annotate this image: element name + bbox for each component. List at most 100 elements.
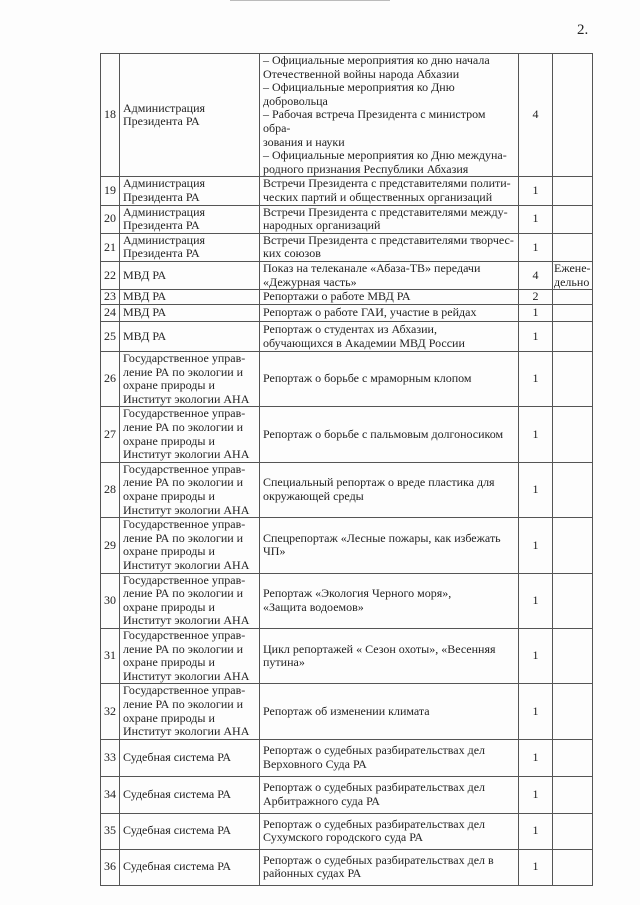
description-cell: Репортаж «Экология Черного моря», «Защит… <box>259 572 519 629</box>
row-number: 35 <box>100 812 120 850</box>
count-cell: 1 <box>518 232 553 262</box>
table-row: 36 Судебная система РА Репортаж о судебных… <box>100 848 593 886</box>
description-cell: Встречи Президента с представителями пол… <box>259 176 519 206</box>
organization-cell: Судебная система РА <box>119 848 260 886</box>
description-cell: Встречи Президента с представителями тво… <box>259 232 519 262</box>
table-row: 25 МВД РА Репортаж о студентах из Абхазии,… <box>100 321 593 353</box>
description-cell: Цикл репортажей « Сезон охоты», «Весення… <box>259 627 519 685</box>
period-cell <box>552 627 593 685</box>
organization-cell: Администрация Президента РА <box>119 232 260 262</box>
count-cell: 1 <box>518 406 553 463</box>
schedule-table: 18 Администрация Президента РА – Официальн… <box>100 52 593 886</box>
organization-cell: Государственное управ- ление РА по эколо… <box>119 683 260 740</box>
table-row: 19 Администрация Президента РА Встречи Пре… <box>100 176 593 206</box>
table-row: 26 Государственное управ- ление РА по эко… <box>100 351 593 408</box>
organization-cell: Администрация Президента РА <box>119 204 260 234</box>
table-row: 35 Судебная система РА Репортаж о судебных… <box>100 812 593 850</box>
period-cell <box>552 176 593 206</box>
description-cell: Репортаж о судебных разбирательствах дел… <box>259 775 519 814</box>
table-row: 23 МВД РА Репортажи о работе МВД РА 2 <box>100 289 593 306</box>
period-cell <box>552 517 593 574</box>
period-cell <box>552 52 593 178</box>
row-number: 34 <box>100 775 120 814</box>
row-number: 24 <box>100 304 120 323</box>
row-number: 32 <box>100 683 120 740</box>
table-row: 18 Администрация Президента РА – Официальн… <box>100 52 593 178</box>
table-row: 21 Администрация Президента РА Встречи Пре… <box>100 232 593 262</box>
table-row: 24 МВД РА Репортаж о работе ГАИ, участие в… <box>100 304 593 323</box>
period-cell <box>552 289 593 306</box>
row-number: 28 <box>100 461 120 519</box>
description-cell: Репортаж о борьбе с пальмовым долгоносик… <box>259 406 519 463</box>
organization-cell: Государственное управ- ление РА по эколо… <box>119 351 260 408</box>
organization-cell: Администрация Президента РА <box>119 52 260 178</box>
description-cell: Встречи Президента с представителями меж… <box>259 204 519 234</box>
count-cell: 1 <box>518 572 553 629</box>
description-cell: Репортаж о борьбе с мраморным клопом <box>259 351 519 408</box>
count-cell: 1 <box>518 683 553 740</box>
description-cell: Спецрепортаж «Лесные пожары, как избежат… <box>259 517 519 574</box>
table-row: 20 Администрация Президента РА Встречи Пре… <box>100 204 593 234</box>
organization-cell: МВД РА <box>119 321 260 353</box>
organization-cell: МВД РА <box>119 304 260 323</box>
table-row: 31 Государственное управ- ление РА по эко… <box>100 627 593 685</box>
description-cell: Специальный репортаж о вреде пластика дл… <box>259 461 519 519</box>
organization-cell: Государственное управ- ление РА по эколо… <box>119 517 260 574</box>
table-row: 33 Судебная система РА Репортаж о судебных… <box>100 738 593 777</box>
table-row: 28 Государственное управ- ление РА по эко… <box>100 461 593 519</box>
table-row: 30 Государственное управ- ление РА по эко… <box>100 572 593 629</box>
count-cell: 1 <box>518 812 553 850</box>
row-number: 22 <box>100 260 120 291</box>
description-cell: Показ на телеканале «Абаза-ТВ» передачи … <box>259 260 519 291</box>
count-cell: 1 <box>518 461 553 519</box>
row-number: 23 <box>100 289 120 306</box>
period-cell <box>552 572 593 629</box>
organization-cell: Судебная система РА <box>119 738 260 777</box>
period-cell <box>552 848 593 886</box>
organization-cell: Судебная система РА <box>119 775 260 814</box>
count-cell: 2 <box>518 289 553 306</box>
count-cell: 4 <box>518 52 553 178</box>
row-number: 26 <box>100 351 120 408</box>
count-cell: 1 <box>518 848 553 886</box>
period-cell <box>552 232 593 262</box>
count-cell: 1 <box>518 627 553 685</box>
scan-edge-line <box>230 0 390 1</box>
period-cell <box>552 351 593 408</box>
table-row: 32 Государственное управ- ление РА по эко… <box>100 683 593 740</box>
row-number: 36 <box>100 848 120 886</box>
period-cell <box>552 304 593 323</box>
period-cell <box>552 204 593 234</box>
organization-cell: Государственное управ- ление РА по эколо… <box>119 406 260 463</box>
organization-cell: Государственное управ- ление РА по эколо… <box>119 461 260 519</box>
description-cell: Репортаж о судебных разбирательствах дел… <box>259 848 519 886</box>
table-row: 29 Государственное управ- ление РА по эко… <box>100 517 593 574</box>
table-row: 27 Государственное управ- ление РА по эко… <box>100 406 593 463</box>
period-cell <box>552 683 593 740</box>
page-number: 2. <box>577 22 589 38</box>
organization-cell: Судебная система РА <box>119 812 260 850</box>
organization-cell: МВД РА <box>119 260 260 291</box>
description-cell: – Официальные мероприятия ко дню начала … <box>259 52 519 178</box>
description-cell: Репортажи о работе МВД РА <box>259 289 519 306</box>
period-cell <box>552 738 593 777</box>
count-cell: 1 <box>518 351 553 408</box>
count-cell: 1 <box>518 517 553 574</box>
row-number: 29 <box>100 517 120 574</box>
row-number: 27 <box>100 406 120 463</box>
count-cell: 1 <box>518 176 553 206</box>
period-cell <box>552 461 593 519</box>
description-cell: Репортаж о работе ГАИ, участие в рейдах <box>259 304 519 323</box>
row-number: 19 <box>100 176 120 206</box>
organization-cell: Государственное управ- ление РА по эколо… <box>119 627 260 685</box>
organization-cell: Государственное управ- ление РА по эколо… <box>119 572 260 629</box>
period-cell <box>552 406 593 463</box>
count-cell: 1 <box>518 738 553 777</box>
description-cell: Репортаж о судебных разбирательствах дел… <box>259 738 519 777</box>
count-cell: 1 <box>518 321 553 353</box>
table-row: 22 МВД РА Показ на телеканале «Абаза-ТВ» п… <box>100 260 593 291</box>
period-cell <box>552 812 593 850</box>
row-number: 25 <box>100 321 120 353</box>
period-cell <box>552 775 593 814</box>
